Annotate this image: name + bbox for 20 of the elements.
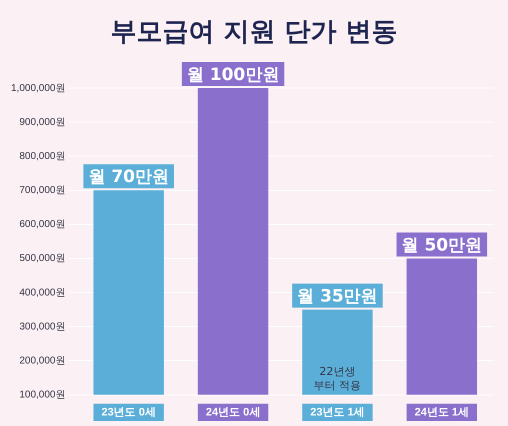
y-tick-label: 800,000원 [19,150,66,162]
x-tick-label: 24년도 0세 [206,406,260,418]
y-tick-label: 100,000원 [19,390,66,401]
data-label: 월 70만원 [88,167,169,188]
y-tick-label: 900,000원 [19,116,66,128]
y-tick-label: 1,000,000원 [10,82,66,94]
y-tick-label: 700,000원 [19,185,66,196]
y-tick-label: 500,000원 [19,253,66,264]
data-label: 월 35만원 [297,286,378,306]
data-label: 월 50만원 [402,235,482,256]
x-tick-label: 23년도 0세 [101,406,156,418]
x-tick-label: 24년도 1세 [414,406,470,418]
annotation: 22년생 부터 적용 [314,365,362,392]
y-tick-label: 600,000원 [19,219,66,230]
y-tick-label: 400,000원 [19,287,66,298]
y-tick-label: 200,000원 [19,355,66,366]
x-tick-label: 23년도 1세 [310,406,365,418]
chart-title: 부모급여 지원 단가 변동 [109,16,399,49]
y-tick-label: 300,000원 [19,321,66,332]
data-label: 월 100만원 [186,64,280,85]
